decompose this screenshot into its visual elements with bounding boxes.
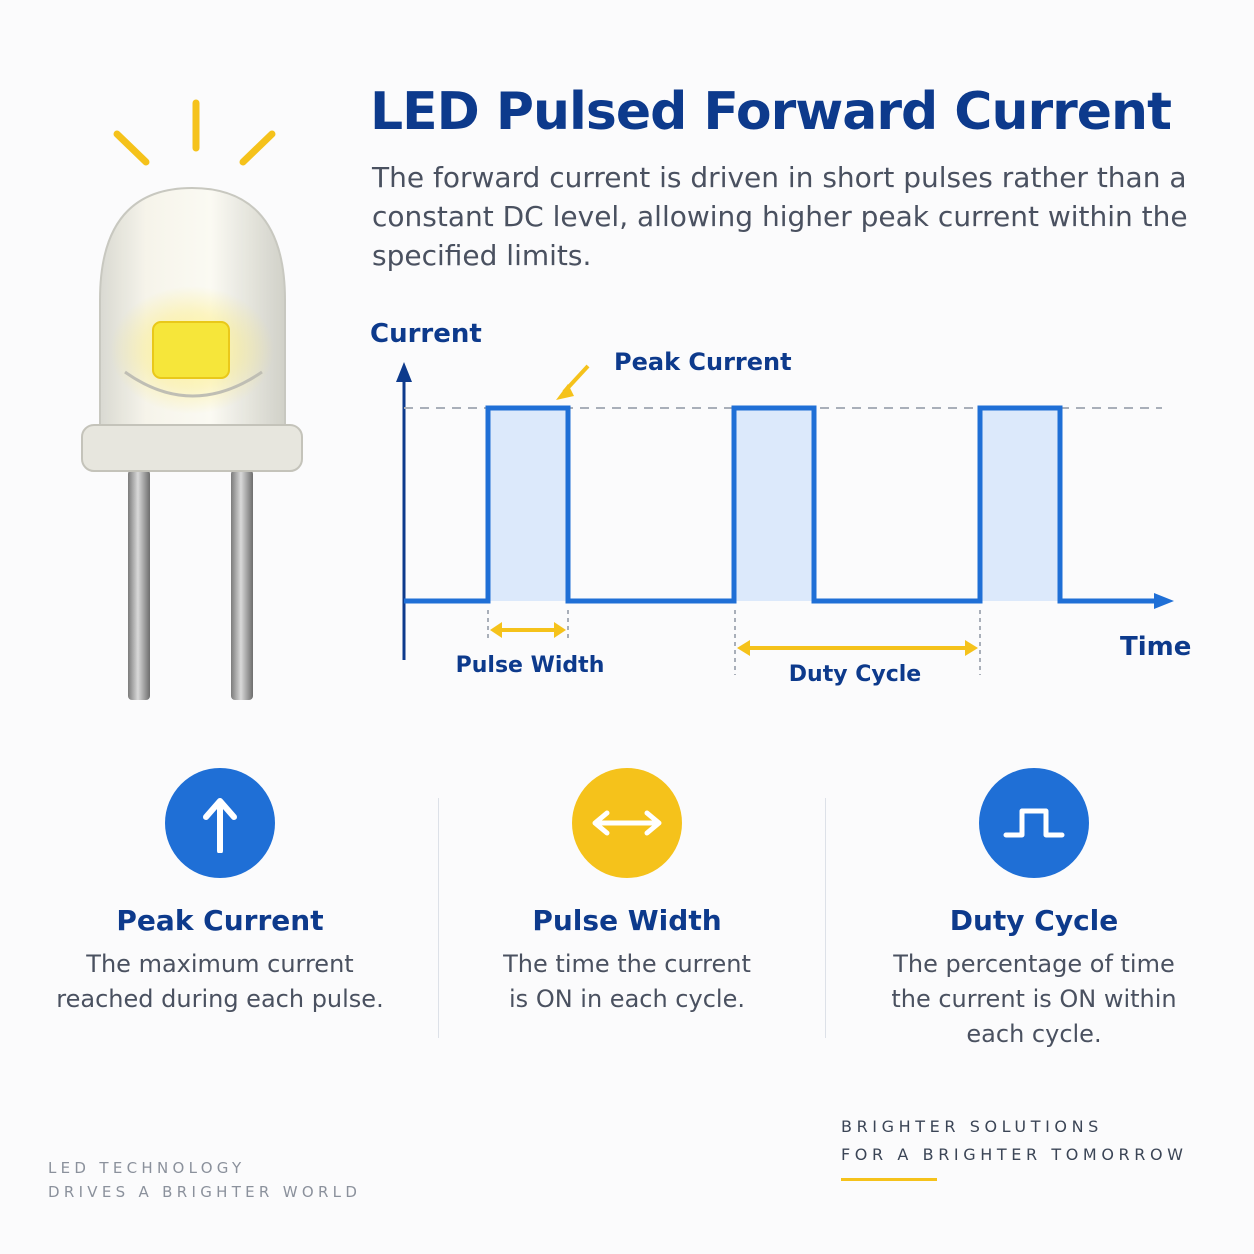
light-ray [113, 130, 150, 166]
duty-cycle-label: Duty Cycle [789, 662, 921, 687]
light-ray [239, 130, 276, 166]
x-axis-arrowhead [1154, 593, 1174, 609]
led-chip [152, 321, 230, 379]
card-description-line: The percentage of time [893, 950, 1175, 978]
pulse-width-label: Pulse Width [456, 653, 605, 678]
y-axis-label: Current [370, 319, 482, 349]
led-illustration [81, 99, 303, 700]
footer-accent-line [841, 1178, 937, 1181]
light-rays [113, 99, 276, 166]
y-axis-arrowhead [396, 362, 412, 382]
footer-line: LED TECHNOLOGY [48, 1159, 246, 1177]
footer-line: DRIVES A BRIGHTER WORLD [48, 1183, 362, 1201]
card-pulse-width: Pulse Width The time the current is ON i… [427, 768, 827, 1017]
footer-tagline-right: BRIGHTER SOLUTIONS FOR A BRIGHTER TOMORR… [841, 1113, 1188, 1169]
page-title: LED Pulsed Forward Current [370, 82, 1172, 142]
card-description-line: reached during each pulse. [56, 985, 384, 1013]
pulse-fill [734, 408, 814, 601]
x-axis-label: Time [1120, 632, 1191, 662]
card-description-line: The maximum current [86, 950, 354, 978]
pulse-wave-icon [979, 768, 1089, 878]
led-leg-right [231, 470, 253, 700]
page-subtitle: The forward current is driven in short p… [372, 161, 1188, 272]
divider [825, 798, 826, 1038]
card-description-line: the current is ON within [891, 985, 1177, 1013]
pulse-fill [488, 408, 568, 601]
card-description: The percentage of time the current is ON… [834, 947, 1234, 1052]
footer-tagline-left: LED TECHNOLOGY DRIVES A BRIGHTER WORLD [48, 1156, 361, 1204]
duty-cycle-dimension-arrow [737, 640, 978, 656]
pulse-waveform [404, 405, 1154, 604]
led-reflector [124, 370, 263, 398]
card-title: Duty Cycle [949, 904, 1119, 937]
peak-callout-arrowhead [556, 384, 574, 400]
card-title: Pulse Width [532, 904, 722, 937]
diagram-canvas: Current Time Peak Current Pulse Width Du… [81, 99, 1191, 700]
card-title: Peak Current [116, 904, 324, 937]
arrow-up-icon [165, 768, 275, 878]
card-peak-current: Peak Current The maximum current reached… [20, 768, 420, 1017]
card-duty-cycle: Duty Cycle The percentage of time the cu… [834, 768, 1234, 1052]
footer-line: FOR A BRIGHTER TOMORROW [841, 1145, 1188, 1164]
pulse-width-dimension-arrow [490, 622, 566, 638]
footer-line: BRIGHTER SOLUTIONS [841, 1117, 1103, 1136]
card-description-line: The time the current [503, 950, 751, 978]
card-description-line: each cycle. [966, 1020, 1102, 1048]
pulse-fill [980, 408, 1060, 601]
led-leg-left [128, 470, 150, 700]
chart-axes [396, 362, 1174, 660]
card-description: The time the current is ON in each cycle… [427, 947, 827, 1017]
peak-current-label: Peak Current [614, 348, 792, 376]
divider [438, 798, 439, 1038]
card-description-line: is ON in each cycle. [509, 985, 745, 1013]
led-flange [81, 424, 303, 472]
card-description: The maximum current reached during each … [20, 947, 420, 1017]
double-arrow-icon [572, 768, 682, 878]
pulse-fills [488, 408, 1060, 601]
